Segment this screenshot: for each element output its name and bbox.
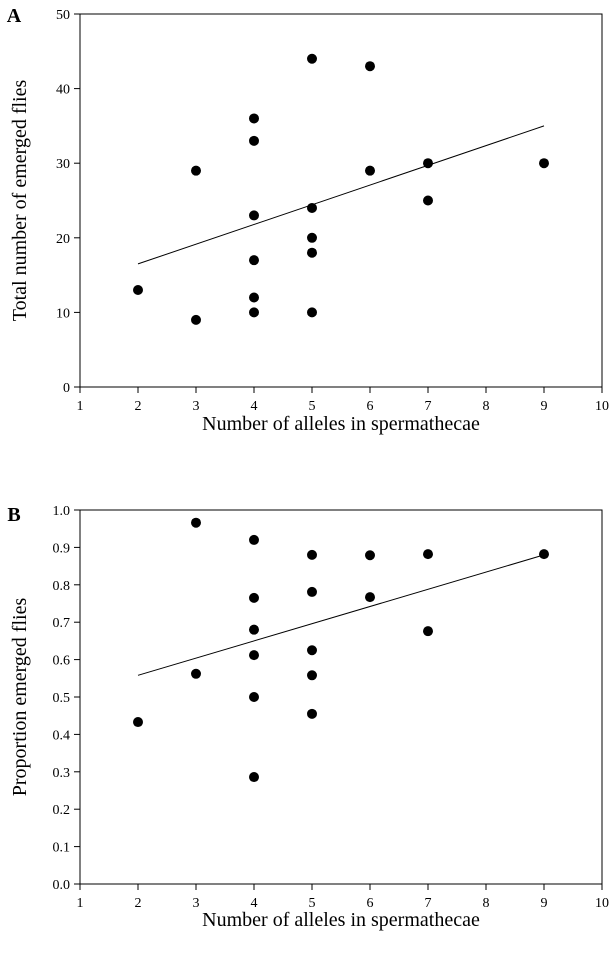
x-tick-label: 9 <box>541 896 548 911</box>
plot-frame <box>80 510 602 884</box>
data-point <box>423 158 433 168</box>
y-tick-label: 40 <box>56 83 70 98</box>
data-point <box>249 593 259 603</box>
data-point <box>307 54 317 64</box>
y-tick-label: 0.2 <box>53 803 71 818</box>
data-point <box>249 210 259 220</box>
y-tick-label: 1.0 <box>53 504 71 519</box>
y-tick-label: 0.3 <box>53 766 71 781</box>
data-point <box>539 158 549 168</box>
x-tick-label: 4 <box>251 399 258 414</box>
x-tick-label: 5 <box>309 399 316 414</box>
data-point <box>249 307 259 317</box>
data-point <box>365 550 375 560</box>
data-point <box>365 61 375 71</box>
data-point <box>191 669 201 679</box>
y-axis-title: Proportion emerged flies <box>9 598 31 797</box>
panel-label: A <box>7 5 22 27</box>
y-tick-label: 0.7 <box>53 616 71 631</box>
y-tick-label: 0.9 <box>53 541 71 556</box>
data-point <box>249 113 259 123</box>
regression-line <box>138 126 544 264</box>
x-tick-label: 3 <box>193 896 200 911</box>
y-tick-label: 10 <box>56 306 70 321</box>
data-point <box>539 549 549 559</box>
panel-a: 1 2 3 4 5 6 7 8 9 10 0 10 20 30 40 50 Number of alleles … <box>7 5 609 435</box>
data-point <box>307 587 317 597</box>
data-point <box>423 196 433 206</box>
data-point <box>249 772 259 782</box>
y-tick-label: 0.1 <box>53 841 71 856</box>
x-tick-label: 8 <box>483 896 490 911</box>
y-tick-label: 0.4 <box>53 728 71 743</box>
y-tick-label: 30 <box>56 157 70 172</box>
data-point <box>249 136 259 146</box>
data-point <box>307 709 317 719</box>
x-tick-label: 6 <box>367 399 374 414</box>
data-point <box>423 626 433 636</box>
data-point <box>307 233 317 243</box>
x-tick-label: 10 <box>595 896 609 911</box>
data-point <box>307 670 317 680</box>
y-tick-label: 0.0 <box>53 878 71 893</box>
data-point <box>423 549 433 559</box>
data-point <box>307 645 317 655</box>
x-tick-label: 2 <box>135 896 142 911</box>
x-tick-label: 2 <box>135 399 142 414</box>
data-point <box>249 625 259 635</box>
x-axis-title: Number of alleles in spermathecae <box>202 413 480 435</box>
data-point <box>191 166 201 176</box>
y-tick-label: 20 <box>56 232 70 247</box>
panel-label: B <box>7 504 20 526</box>
y-tick-label: 0 <box>63 381 70 396</box>
data-point <box>365 166 375 176</box>
data-point <box>307 248 317 258</box>
plot-frame <box>80 14 602 387</box>
data-point <box>191 518 201 528</box>
x-tick-label: 3 <box>193 399 200 414</box>
data-point <box>307 203 317 213</box>
data-point <box>249 255 259 265</box>
x-tick-label: 10 <box>595 399 609 414</box>
x-tick-label: 8 <box>483 399 490 414</box>
y-axis-title: Total number of emerged flies <box>9 80 31 322</box>
data-point <box>191 315 201 325</box>
data-point <box>249 650 259 660</box>
regression-line <box>138 555 544 675</box>
data-point <box>307 307 317 317</box>
data-point <box>133 717 143 727</box>
y-tick-label: 0.6 <box>53 654 71 669</box>
data-point <box>249 535 259 545</box>
panel-b: 1 2 3 4 5 6 7 8 9 100.00.10.20.30.40.50.60.70.80.… <box>7 504 609 931</box>
y-tick-label: 0.5 <box>53 691 71 706</box>
y-tick-label: 0.8 <box>53 579 71 594</box>
x-tick-label: 1 <box>77 399 84 414</box>
y-tick-label: 50 <box>56 8 70 23</box>
data-point <box>133 285 143 295</box>
x-tick-label: 9 <box>541 399 548 414</box>
x-axis-title: Number of alleles in spermathecae <box>202 909 480 931</box>
x-tick-label: 1 <box>77 896 84 911</box>
data-point <box>249 692 259 702</box>
data-point <box>307 550 317 560</box>
x-tick-label: 7 <box>425 399 432 414</box>
data-point <box>249 292 259 302</box>
data-point <box>365 592 375 602</box>
